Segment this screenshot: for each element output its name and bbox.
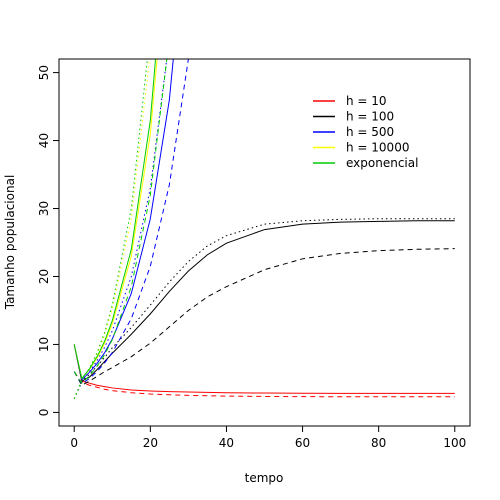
x-tick-label: 40 <box>219 436 234 450</box>
x-axis-label: tempo <box>245 471 284 485</box>
x-tick-label: 20 <box>143 436 158 450</box>
plot-area <box>73 59 455 400</box>
x-tick-label: 100 <box>443 436 466 450</box>
series-line <box>73 344 455 394</box>
legend-label: h = 100 <box>346 110 394 124</box>
legend-label: h = 10 <box>346 94 387 108</box>
series-line <box>73 59 174 381</box>
legend-label: exponencial <box>346 156 418 170</box>
series-line <box>73 248 455 386</box>
legend-label: h = 10000 <box>346 141 409 155</box>
y-tick-label: 10 <box>37 337 51 352</box>
series-line <box>73 59 189 385</box>
legend-label: h = 500 <box>346 125 394 139</box>
y-tick-label: 20 <box>37 269 51 284</box>
y-tick-label: 0 <box>37 409 51 417</box>
y-tick-label: 30 <box>37 201 51 216</box>
x-tick-label: 80 <box>371 436 386 450</box>
series-line <box>73 59 157 380</box>
y-axis-label: Tamanho populacional <box>3 175 17 311</box>
x-tick-label: 60 <box>295 436 310 450</box>
series-line <box>73 59 148 399</box>
series-line <box>73 220 455 382</box>
series-line <box>73 371 455 398</box>
series-line <box>73 59 168 400</box>
x-tick-label: 0 <box>70 436 78 450</box>
y-tick-label: 50 <box>37 65 51 80</box>
y-tick-label: 40 <box>37 133 51 148</box>
